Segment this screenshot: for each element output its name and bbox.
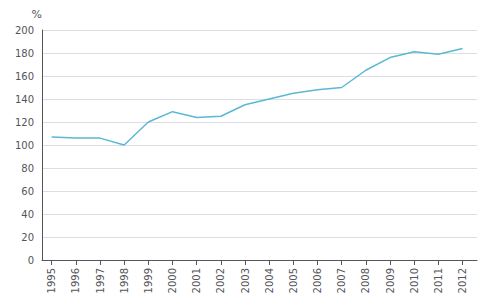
svg-text:1997: 1997: [95, 268, 106, 293]
svg-text:140: 140: [15, 94, 34, 105]
svg-text:80: 80: [21, 163, 34, 174]
svg-text:40: 40: [21, 209, 34, 220]
svg-text:200: 200: [15, 25, 34, 36]
svg-text:1998: 1998: [119, 268, 130, 293]
svg-text:2012: 2012: [457, 268, 468, 293]
svg-text:2008: 2008: [360, 268, 371, 293]
svg-text:2006: 2006: [312, 268, 323, 293]
svg-text:180: 180: [15, 48, 34, 59]
svg-text:1995: 1995: [46, 268, 57, 293]
svg-text:60: 60: [21, 186, 34, 197]
svg-text:120: 120: [15, 117, 34, 128]
svg-text:20: 20: [21, 232, 34, 243]
svg-text:1996: 1996: [70, 268, 81, 293]
svg-text:0: 0: [28, 255, 34, 266]
svg-text:2009: 2009: [385, 268, 396, 293]
svg-text:2007: 2007: [336, 268, 347, 293]
svg-text:2002: 2002: [215, 268, 226, 293]
svg-text:2003: 2003: [240, 268, 251, 293]
svg-text:2005: 2005: [288, 268, 299, 293]
svg-text:2011: 2011: [433, 268, 444, 293]
svg-text:1999: 1999: [143, 268, 154, 293]
svg-text:2010: 2010: [409, 268, 420, 293]
svg-text:2004: 2004: [264, 268, 275, 293]
svg-text:160: 160: [15, 71, 34, 82]
svg-text:2001: 2001: [191, 268, 202, 293]
svg-text:100: 100: [15, 140, 34, 151]
svg-text:2000: 2000: [167, 268, 178, 293]
svg-text:%: %: [32, 8, 42, 21]
